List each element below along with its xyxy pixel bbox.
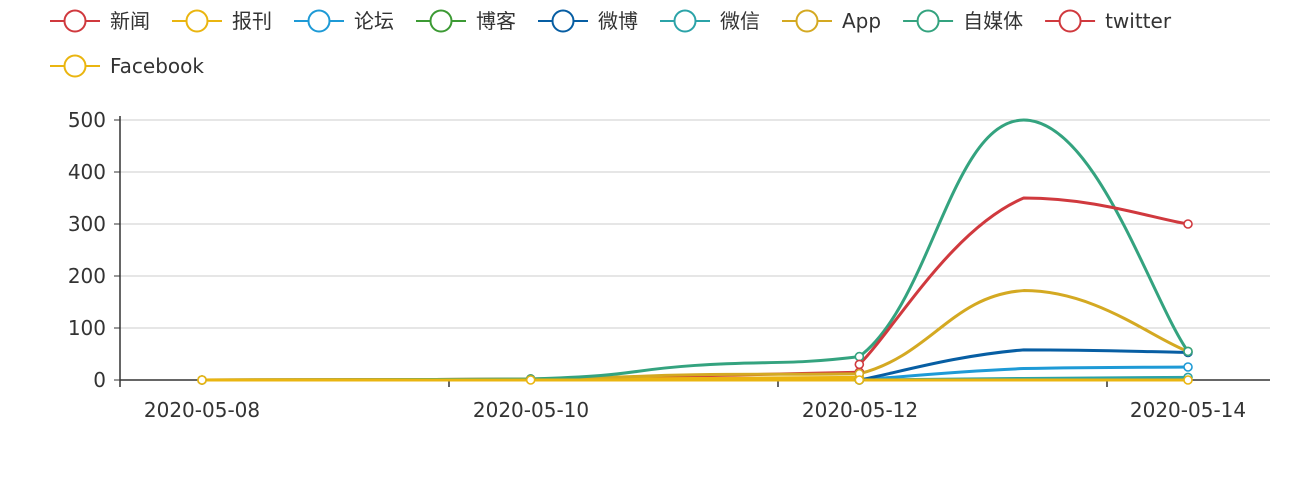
legend-label: Facebook — [110, 54, 204, 78]
data-point[interactable] — [854, 351, 865, 362]
series-line-7 — [200, 118, 1190, 382]
legend-label: App — [842, 9, 881, 33]
legend-marker-icon — [1058, 9, 1082, 33]
legend-item[interactable]: Facebook — [50, 54, 204, 78]
series-lines — [200, 118, 1190, 382]
legend-marker-icon — [63, 9, 87, 33]
y-tick-label: 400 — [68, 160, 106, 184]
legend-label: 微信 — [720, 9, 760, 33]
data-point[interactable] — [1183, 346, 1193, 357]
legend-marker-icon — [307, 9, 331, 33]
legend: 新闻 报刊 论坛 博客 微博 微信 App 自媒体 twitter Facebook — [50, 9, 1172, 78]
legend-label: 新闻 — [110, 9, 150, 33]
legend-marker-icon — [916, 9, 940, 33]
legend-item[interactable]: 自媒体 — [903, 9, 1023, 33]
data-point[interactable] — [1183, 362, 1193, 372]
series-line-8 — [857, 196, 1190, 366]
series-line-2 — [857, 365, 1190, 382]
grid-lines — [120, 119, 1270, 329]
data-point[interactable] — [1183, 375, 1193, 385]
data-point[interactable] — [854, 359, 865, 370]
legend-label: 自媒体 — [963, 9, 1023, 33]
legend-item[interactable]: 报刊 — [172, 9, 272, 33]
legend-item[interactable]: 微博 — [538, 9, 638, 33]
y-tick-label: 200 — [68, 264, 106, 288]
y-tick-label: 500 — [68, 108, 106, 132]
legend-label: twitter — [1105, 9, 1172, 33]
legend-label: 博客 — [476, 9, 516, 33]
legend-marker-icon — [429, 9, 453, 33]
x-tick-label: 2020-05-10 — [473, 398, 589, 422]
data-point[interactable] — [1183, 219, 1193, 229]
legend-marker-icon — [551, 9, 575, 33]
legend-label: 报刊 — [232, 9, 272, 33]
x-tick-label: 2020-05-12 — [802, 398, 918, 422]
data-point[interactable] — [854, 375, 865, 385]
legend-marker-icon — [795, 9, 819, 33]
legend-label: 论坛 — [354, 9, 394, 33]
legend-item[interactable]: 博客 — [416, 9, 516, 33]
legend-item[interactable]: App — [782, 9, 881, 33]
legend-item[interactable]: 新闻 — [50, 9, 150, 33]
y-tick-label: 300 — [68, 212, 106, 236]
legend-item[interactable]: 论坛 — [294, 9, 394, 33]
data-point[interactable] — [197, 375, 207, 385]
data-point[interactable] — [525, 375, 536, 385]
x-tick-label: 2020-05-08 — [144, 398, 260, 422]
y-tick-label: 100 — [68, 316, 106, 340]
series-line-4 — [857, 348, 1190, 382]
legend-marker-icon — [63, 54, 87, 78]
x-tick-label: 2020-05-14 — [1130, 398, 1246, 422]
legend-item[interactable]: twitter — [1045, 9, 1172, 33]
legend-marker-icon — [673, 9, 697, 33]
legend-marker-icon — [185, 9, 209, 33]
y-tick-label: 0 — [93, 368, 106, 392]
series-points — [197, 219, 1193, 385]
legend-item[interactable]: 微信 — [660, 9, 760, 33]
legend-label: 微博 — [598, 9, 638, 33]
